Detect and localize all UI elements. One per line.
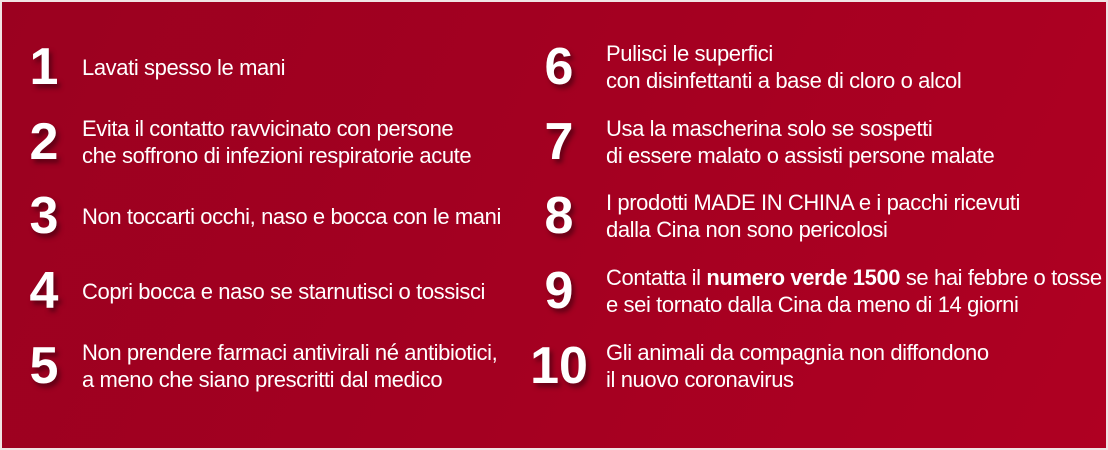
rule-text: Pulisci le superfici con disinfettanti a … bbox=[606, 40, 962, 94]
rule-text-line: Gli animali da compagnia non diffondono bbox=[606, 339, 989, 365]
rule-text: Contatta il numero verde 1500 se hai feb… bbox=[606, 264, 1102, 318]
rule-item: 2 Evita il contatto ravvicinato con perso… bbox=[2, 105, 514, 180]
rule-text: Copri bocca e naso se starnutisci o toss… bbox=[82, 278, 485, 305]
rules-column-left: 1 Lavati spesso le mani 2 Evita il contatto… bbox=[2, 30, 514, 403]
rule-text-line: e sei tornato dalla Cina da meno di 14 g… bbox=[606, 292, 1019, 318]
rule-text: Usa la mascherina solo se sospetti di ess… bbox=[606, 115, 995, 169]
rule-text: Evita il contatto ravvicinato con person… bbox=[82, 115, 472, 169]
rule-text-line: Contatta il numero verde 1500 se hai feb… bbox=[606, 265, 1102, 291]
rule-item: 1 Lavati spesso le mani bbox=[2, 30, 514, 105]
rule-text-line: con disinfettanti a base di cloro o alco… bbox=[606, 68, 962, 94]
rule-item: 3 Non toccarti occhi, naso e bocca con le… bbox=[2, 179, 514, 254]
rule-number: 6 bbox=[544, 38, 574, 97]
rule-text-line: Copri bocca e naso se starnutisci o toss… bbox=[82, 278, 486, 304]
rule-number: 9 bbox=[544, 262, 574, 321]
rule-text-line: I prodotti MADE IN CHINA e i pacchi rice… bbox=[606, 190, 1020, 216]
rule-text-line: Evita il contatto ravvicinato con person… bbox=[82, 115, 454, 141]
rule-number: 5 bbox=[29, 336, 59, 395]
rule-number: 10 bbox=[530, 336, 588, 395]
rule-number: 7 bbox=[544, 112, 574, 171]
rule-text: Non prendere farmaci antivirali né antib… bbox=[82, 339, 498, 393]
rule-text-line: Lavati spesso le mani bbox=[82, 54, 286, 80]
rule-text-line: Pulisci le superfici bbox=[606, 41, 773, 67]
rule-text-line: Non toccarti occhi, naso e bocca con le … bbox=[82, 203, 501, 229]
rule-text-bold: numero verde 1500 bbox=[706, 265, 901, 291]
rule-number: 4 bbox=[29, 262, 59, 321]
rule-item: 9 Contatta il numero verde 1500 se hai fe… bbox=[514, 254, 1106, 329]
rule-text: I prodotti MADE IN CHINA e i pacchi rice… bbox=[606, 189, 1020, 243]
rule-item: 4 Copri bocca e naso se starnutisci o tos… bbox=[2, 254, 514, 329]
rule-number: 2 bbox=[29, 112, 59, 171]
rule-text-line: dalla Cina non sono pericolosi bbox=[606, 217, 888, 243]
rule-item: 10 Gli animali da compagnia non diffondon… bbox=[514, 328, 1106, 403]
rule-text-line: Non prendere farmaci antivirali né antib… bbox=[82, 339, 498, 365]
rule-item: 5 Non prendere farmaci antivirali né anti… bbox=[2, 328, 514, 403]
rule-number: 8 bbox=[544, 187, 574, 246]
rule-text: Gli animali da compagnia non diffondono i… bbox=[606, 339, 989, 393]
rule-text: Lavati spesso le mani bbox=[82, 54, 286, 81]
rule-text-line: a meno che siano prescritti dal medico bbox=[82, 366, 443, 392]
rule-number: 3 bbox=[29, 187, 59, 246]
rule-text-line: che soffrono di infezioni respiratorie a… bbox=[82, 142, 472, 168]
rule-text: Non toccarti occhi, naso e bocca con le … bbox=[82, 203, 501, 230]
rule-text-line: Usa la mascherina solo se sospetti bbox=[606, 115, 933, 141]
rule-item: 6 Pulisci le superfici con disinfettanti a… bbox=[514, 30, 1106, 105]
rule-text-line: il nuovo coronavirus bbox=[606, 366, 794, 392]
rules-column-right: 6 Pulisci le superfici con disinfettanti a… bbox=[514, 30, 1106, 403]
rule-number: 1 bbox=[29, 38, 59, 97]
rule-item: 8 I prodotti MADE IN CHINA e i pacchi ric… bbox=[514, 179, 1106, 254]
rule-item: 7 Usa la mascherina solo se sospetti di es… bbox=[514, 105, 1106, 180]
rule-text-line: di essere malato o assisti persone malat… bbox=[606, 142, 995, 168]
